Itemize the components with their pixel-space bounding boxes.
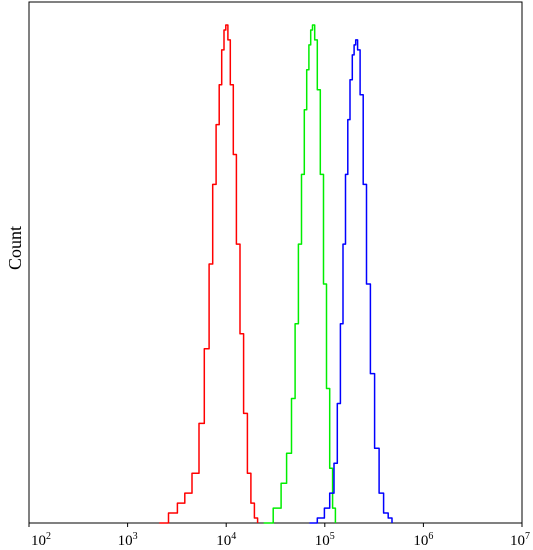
x-axis-ticks: 102 103 104 105 106 107 [28, 523, 530, 549]
y-axis-title: Count [5, 226, 25, 270]
x-tick-label: 107 [510, 531, 530, 549]
x-tick-label: 105 [315, 531, 335, 549]
x-tick-label: 103 [118, 531, 138, 549]
x-tick-label: 104 [216, 531, 236, 549]
x-tick-label: 106 [413, 531, 433, 549]
plot-frame [28, 1, 523, 524]
histogram-series-2 [263, 24, 337, 524]
series-layer [159, 24, 393, 524]
histogram-series-1 [159, 24, 259, 524]
histogram-series-3 [309, 39, 393, 524]
x-tick-label: 102 [31, 531, 51, 549]
